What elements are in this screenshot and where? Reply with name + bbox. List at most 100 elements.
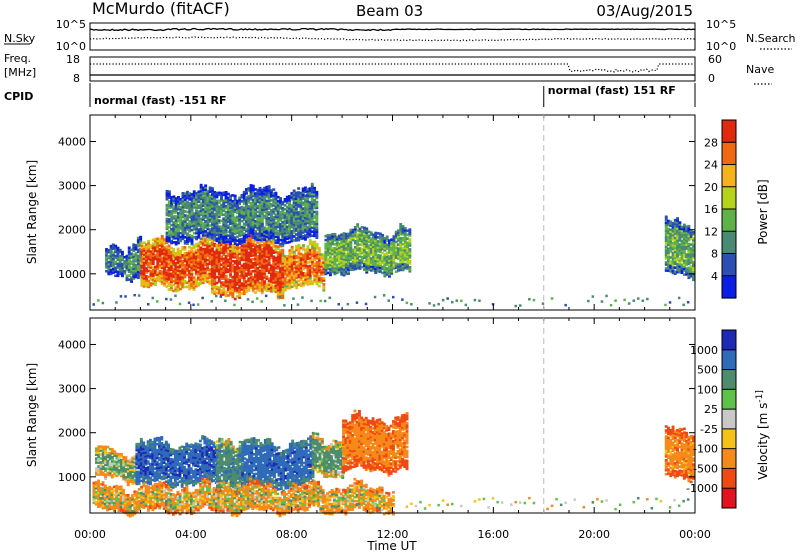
heatmap-cell	[245, 244, 248, 248]
heatmap-cell	[403, 252, 407, 256]
heatmap-cell	[236, 205, 239, 209]
heatmap-cell	[292, 225, 296, 228]
heatmap-cell	[263, 202, 267, 206]
heatmap-cell	[111, 259, 115, 262]
heatmap-cell	[195, 209, 198, 213]
heatmap-cell	[233, 222, 237, 225]
heatmap-cell	[183, 192, 187, 195]
heatmap-cell	[306, 215, 310, 219]
heatmap-cell	[245, 208, 248, 211]
heatmap-cell	[256, 210, 260, 214]
heatmap-cell	[369, 261, 373, 264]
heatmap-cell	[381, 261, 385, 265]
heatmap-cell	[290, 249, 294, 253]
heatmap-cell	[179, 287, 182, 291]
heatmap-cell	[170, 223, 174, 227]
heatmap-cell	[167, 212, 171, 215]
heatmap-cell	[169, 284, 173, 287]
heatmap-cell	[308, 195, 312, 198]
heatmap-cell	[401, 254, 405, 258]
heatmap-cell	[145, 263, 148, 266]
heatmap-cell	[247, 281, 251, 284]
heatmap-cell	[403, 250, 407, 254]
heatmap-cell	[363, 266, 366, 269]
heatmap-cell	[163, 258, 166, 261]
heatmap-cell	[408, 232, 412, 235]
heatmap-cell	[687, 260, 691, 264]
heatmap-cell	[267, 241, 271, 245]
heatmap-cell	[324, 234, 328, 238]
heatmap-cell	[283, 271, 287, 274]
heatmap-cell	[274, 284, 278, 288]
heatmap-cell	[267, 255, 271, 259]
heatmap-cell	[254, 210, 257, 213]
heatmap-cell	[258, 289, 262, 293]
heatmap-cell	[127, 278, 131, 281]
heatmap-cell	[315, 232, 319, 235]
heatmap-cell	[167, 254, 171, 257]
heatmap-cell	[213, 262, 217, 266]
heatmap-cell	[365, 247, 369, 250]
heatmap-cell	[349, 236, 353, 240]
heatmap-cell	[147, 283, 151, 287]
heatmap-cell	[353, 236, 357, 239]
heatmap-cell	[147, 285, 151, 289]
heatmap-cell	[338, 242, 341, 246]
heatmap-cell	[283, 269, 287, 272]
heatmap-cell	[687, 236, 691, 240]
heatmap-cell	[270, 280, 273, 283]
heatmap-cell	[197, 204, 201, 207]
heatmap-cell	[231, 251, 235, 255]
heatmap-cell	[177, 229, 180, 233]
heatmap-cell	[109, 268, 113, 272]
heatmap-cell	[274, 282, 278, 286]
heatmap-cell	[220, 191, 223, 195]
heatmap-cell	[222, 241, 226, 244]
heatmap-cell	[322, 269, 326, 272]
heatmap-cell	[192, 266, 196, 269]
heatmap-cell	[211, 287, 214, 290]
heatmap-cell	[213, 220, 217, 224]
heatmap-cell	[215, 263, 219, 267]
heatmap-cell	[294, 193, 298, 197]
heatmap-cell	[331, 233, 335, 236]
heatmap-cell	[260, 240, 264, 243]
heatmap-cell	[363, 228, 366, 232]
heatmap-cell	[199, 223, 203, 227]
heatmap-cell	[95, 447, 98, 450]
heatmap-cell	[201, 241, 205, 245]
heatmap-cell	[313, 186, 316, 190]
heatmap-cell	[372, 243, 375, 246]
heatmap-cell	[302, 248, 305, 251]
heatmap-cell	[238, 274, 242, 278]
heatmap-cell	[320, 281, 324, 284]
heatmap-cell	[390, 238, 394, 241]
heatmap-cell	[274, 262, 278, 266]
heatmap-cell	[317, 264, 321, 268]
heatmap-cell	[326, 237, 330, 241]
heatmap-cell	[190, 207, 194, 210]
heatmap-cell	[101, 471, 105, 475]
heatmap-cell	[263, 198, 267, 202]
heatmap-cell	[178, 302, 182, 306]
heatmap-cell	[290, 235, 294, 239]
heatmap-cell	[349, 248, 353, 252]
heatmap-cell	[179, 213, 183, 217]
noise-sky-trace	[89, 27, 696, 32]
heatmap-cell	[181, 195, 185, 199]
heatmap-cell	[270, 242, 273, 245]
heatmap-cell	[99, 469, 103, 472]
heatmap-cell	[313, 198, 316, 202]
heatmap-cell	[408, 234, 412, 237]
heatmap-cell	[390, 264, 394, 267]
heatmap-cell	[217, 256, 221, 259]
heatmap-cell	[270, 226, 273, 230]
heatmap-cell	[406, 249, 409, 252]
heatmap-cell	[197, 246, 200, 249]
heatmap-cell	[233, 244, 237, 247]
heatmap-cell	[130, 278, 133, 281]
heatmap-cell	[365, 253, 369, 256]
heatmap-cell	[220, 203, 223, 207]
heatmap-cell	[687, 270, 691, 274]
heatmap-cell	[329, 241, 332, 245]
